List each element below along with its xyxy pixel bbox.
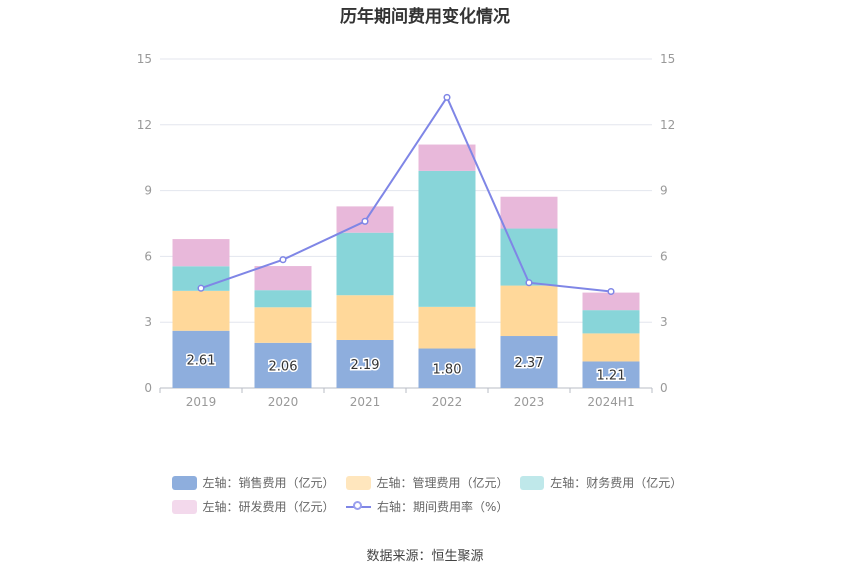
- legend-row-1: 左轴：销售费用（亿元） 左轴：管理费用（亿元） 左轴：财务费用（亿元）: [172, 474, 692, 491]
- bar-segment: [336, 339, 394, 388]
- x-tick-label: 2023: [514, 395, 545, 409]
- data-label: 2.19: [351, 358, 380, 373]
- y-right-tick-label: 6: [660, 249, 668, 263]
- bar-series: [172, 144, 640, 388]
- bar-segment: [336, 295, 394, 340]
- bar-segment: [254, 307, 312, 343]
- data-labels: 2.61 2.06 2.19 1.80 2.37 1.21: [185, 352, 627, 385]
- bar-segment: [418, 348, 476, 388]
- x-tick-label: 2020: [268, 395, 299, 409]
- legend-item-admin[interactable]: 左轴：管理费用（亿元）: [346, 474, 509, 491]
- bar-segment: [582, 333, 640, 362]
- legend-label-sales: 左轴：销售费用（亿元）: [202, 476, 335, 490]
- bar-segment: [418, 170, 476, 307]
- bar-segment: [418, 306, 476, 349]
- rate-point: [525, 279, 533, 287]
- legend-label-finance: 左轴：财务费用（亿元）: [550, 476, 683, 490]
- legend-label-rate: 右轴：期间费用率（%）: [377, 500, 509, 514]
- bar-segment: [582, 361, 640, 388]
- legend-label-admin: 左轴：管理费用（亿元）: [376, 476, 509, 490]
- legend-item-rnd[interactable]: 左轴：研发费用（亿元）: [172, 498, 335, 515]
- rate-point: [443, 93, 451, 101]
- grid-lines: [160, 58, 652, 323]
- x-tick-label: 2022: [432, 395, 463, 409]
- legend-swatch-rate: [346, 500, 371, 514]
- bar-segment: [254, 342, 312, 388]
- bar-segment: [582, 310, 640, 334]
- chart-source: 数据来源：恒生聚源: [366, 549, 484, 564]
- data-label: 2.06: [269, 359, 298, 374]
- y-left-tick-label: 6: [144, 249, 152, 263]
- rate-point: [361, 217, 369, 225]
- legend-swatch-sales: [172, 475, 197, 490]
- y-right-tick-label: 3: [660, 315, 668, 329]
- rate-point: [197, 284, 205, 292]
- data-label: 1.80: [433, 362, 462, 377]
- y-right-tick-label: 0: [660, 381, 668, 395]
- bar-segment: [254, 290, 312, 308]
- bar-segment: [500, 196, 558, 229]
- y-right-tick-label: 9: [660, 184, 668, 198]
- legend-swatch-finance: [520, 475, 545, 490]
- legend-item-finance[interactable]: 左轴：财务费用（亿元）: [520, 474, 683, 491]
- y-left-tick-label: 15: [137, 52, 152, 66]
- y-right-tick-label: 12: [660, 118, 675, 132]
- legend-label-rnd: 左轴：研发费用（亿元）: [202, 500, 335, 514]
- bar-segment: [172, 330, 230, 388]
- legend-swatch-rnd: [172, 499, 197, 514]
- bar-segment: [336, 232, 394, 296]
- x-tick-label: 2024H1: [587, 395, 634, 409]
- legend-item-rate[interactable]: 右轴：期间费用率（%）: [346, 498, 508, 515]
- line-series: [197, 93, 615, 296]
- rate-point: [607, 287, 615, 296]
- bar-segment: [582, 292, 640, 311]
- x-tick-label: 2021: [350, 395, 381, 409]
- legend-row-2: 左轴：研发费用（亿元） 右轴：期间费用率（%）: [172, 498, 522, 515]
- y-left-tick-label: 0: [144, 381, 152, 395]
- y-left-tick-label: 12: [137, 118, 152, 132]
- bar-segment: [254, 266, 312, 291]
- bar-segment: [172, 290, 230, 331]
- data-label: 1.21: [597, 369, 626, 384]
- y-left-tick-label: 9: [144, 184, 152, 198]
- chart-title: 历年期间费用变化情况: [340, 7, 510, 27]
- y-right-tick-label: 15: [660, 52, 675, 66]
- axes: 0 3 6 9 12 15 0 3 6 9 12 15 2019 2020 2021 2022 2023 2024…: [137, 52, 676, 409]
- bar-segment: [500, 336, 558, 388]
- data-label: 2.37: [515, 356, 544, 371]
- x-tick-label: 2019: [186, 395, 217, 409]
- rate-point: [279, 256, 287, 264]
- bar-segment: [418, 144, 476, 171]
- rate-line: [200, 95, 612, 293]
- legend-swatch-admin: [346, 475, 371, 490]
- legend-item-sales[interactable]: 左轴：销售费用（亿元）: [172, 474, 335, 491]
- y-left-tick-label: 3: [144, 315, 152, 329]
- data-label: 2.61: [187, 353, 216, 368]
- bar-segment: [172, 239, 230, 267]
- bar-segment: [500, 285, 558, 337]
